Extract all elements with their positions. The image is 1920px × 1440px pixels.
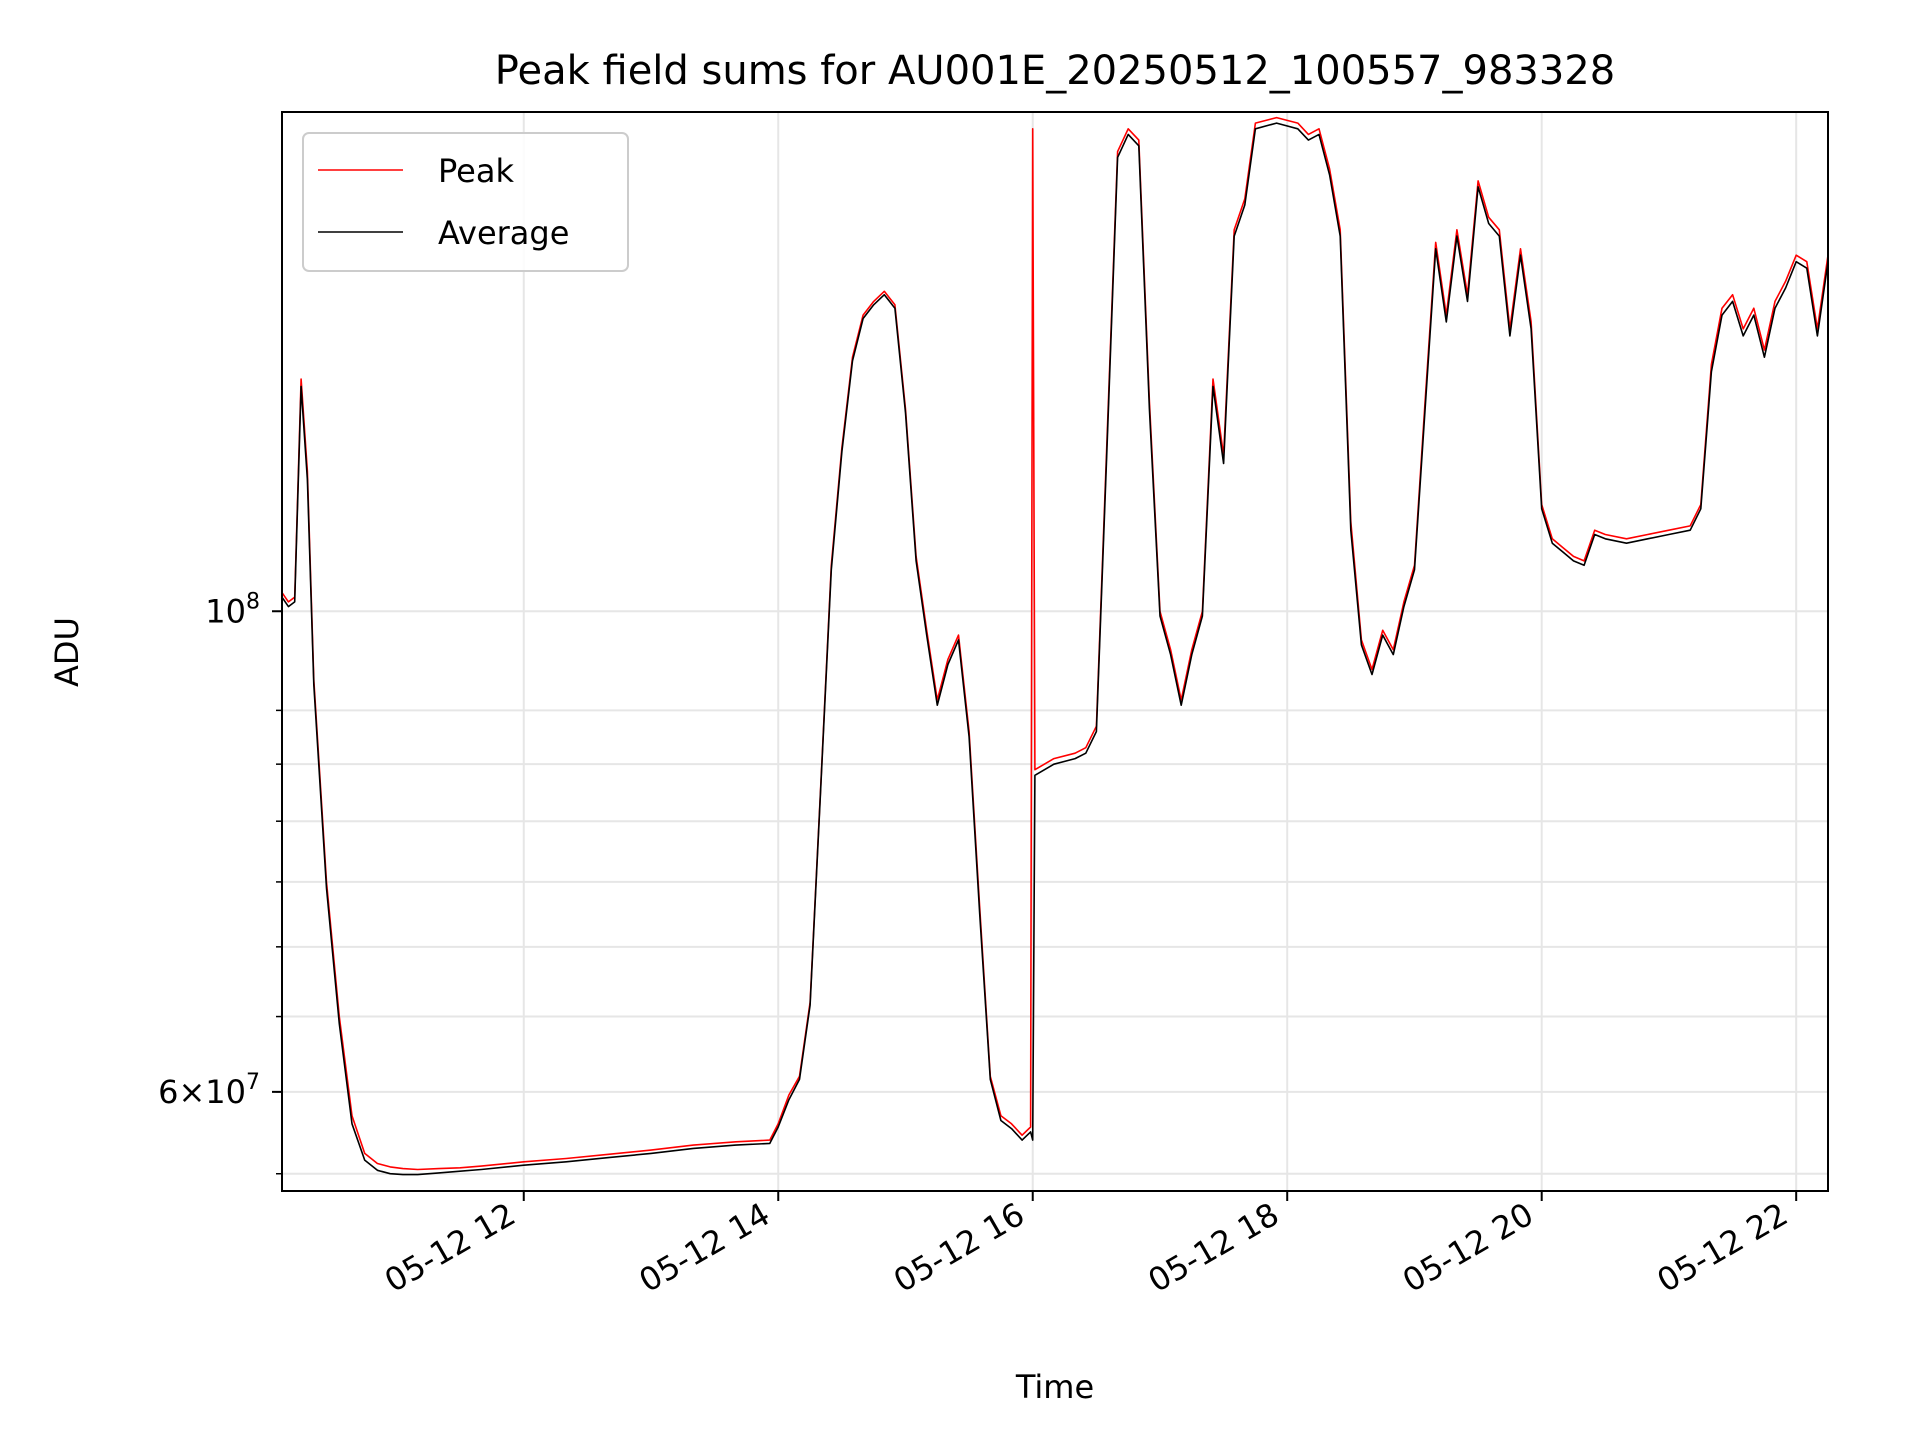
x-axis-label: Time (1015, 1368, 1094, 1406)
y-axis-label: ADU (48, 617, 86, 687)
legend-box (302, 132, 629, 272)
chart-title: Peak field sums for AU001E_20250512_1005… (495, 48, 1615, 94)
plot-frame (281, 111, 1829, 1192)
legend-label-peak: Peak (438, 152, 514, 190)
series-line-average (281, 122, 1829, 1176)
plot-lines (281, 116, 1829, 1176)
legend: Peak Average (302, 132, 629, 272)
y-tick-label: 6×107 (158, 1070, 260, 1111)
legend-label-average: Average (438, 214, 569, 252)
y-tick-label: 108 (205, 589, 260, 630)
